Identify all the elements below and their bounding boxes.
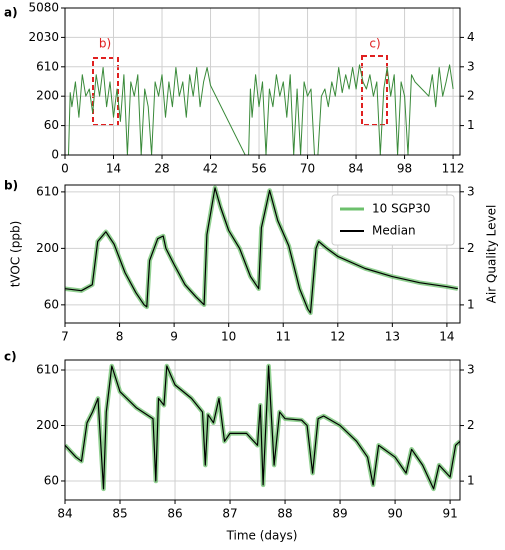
y-tick-label: 5080	[28, 1, 59, 15]
series-line	[65, 64, 454, 155]
legend-label: Median	[372, 224, 416, 238]
x-tick-label: 85	[112, 507, 127, 521]
x-tick-label: 84	[57, 507, 72, 521]
legend-label: 10 SGP30	[372, 202, 431, 216]
x-tick-label: 8	[116, 330, 124, 344]
y-tick-label: 200	[36, 89, 59, 103]
x-tick-label: 56	[251, 162, 266, 176]
y-axis-title: tVOC (ppb)	[9, 221, 23, 288]
x-tick-label: 11	[276, 330, 291, 344]
x-tick-label: 112	[442, 162, 465, 176]
y-tick-label: 200	[36, 418, 59, 432]
x-tick-label: 12	[330, 330, 345, 344]
x-tick-label: 89	[332, 507, 347, 521]
y2-tick-label: 2	[467, 241, 475, 255]
y2-tick-label: 1	[467, 474, 475, 488]
x-tick-label: 10	[221, 330, 236, 344]
y-tick-label: 610	[36, 59, 59, 73]
series-line	[65, 365, 460, 490]
highlight-box	[361, 55, 388, 126]
x-tick-label: 14	[106, 162, 121, 176]
x-tick-label: 13	[385, 330, 400, 344]
annotation: b)	[99, 37, 111, 51]
x-tick-label: 98	[397, 162, 412, 176]
plot-frame	[64, 359, 461, 501]
x-tick-label: 14	[439, 330, 454, 344]
x-tick-label: 9	[170, 330, 178, 344]
y2-tick-label: 4	[467, 30, 475, 44]
y-tick-label: 200	[36, 241, 59, 255]
y2-tick-label: 2	[467, 418, 475, 432]
x-tick-label: 86	[167, 507, 182, 521]
x-axis-title: Time (days)	[226, 529, 298, 543]
x-tick-label: 28	[154, 162, 169, 176]
y2-tick-label: 1	[467, 118, 475, 132]
y2-tick-label: 2	[467, 89, 475, 103]
y2-tick-label: 3	[467, 363, 475, 377]
plot-frame	[64, 184, 461, 324]
y-tick-label: 0	[51, 148, 59, 162]
y2-axis-title: Air Quality Level	[485, 205, 499, 304]
x-tick-label: 7	[61, 330, 69, 344]
y-tick-label: 60	[44, 473, 59, 487]
panel-label: b)	[4, 179, 18, 193]
y-tick-label: 2030	[28, 30, 59, 44]
y2-tick-label: 1	[467, 297, 475, 311]
highlight-box	[92, 57, 119, 126]
x-tick-label: 70	[300, 162, 315, 176]
x-tick-label: 42	[203, 162, 218, 176]
y-tick-label: 610	[36, 184, 59, 198]
x-tick-label: 84	[348, 162, 363, 176]
panel-label: c)	[4, 350, 17, 364]
plot-frame	[64, 7, 461, 156]
x-tick-label: 90	[387, 507, 402, 521]
panel-label: a)	[4, 6, 18, 20]
x-tick-label: 88	[277, 507, 292, 521]
annotation: c)	[369, 37, 380, 51]
y-tick-label: 60	[44, 297, 59, 311]
y2-tick-label: 3	[467, 59, 475, 73]
y-tick-label: 610	[36, 363, 59, 377]
x-tick-label: 91	[442, 507, 457, 521]
y2-tick-label: 3	[467, 184, 475, 198]
series-line	[65, 187, 458, 314]
x-tick-label: 87	[222, 507, 237, 521]
y-tick-label: 60	[44, 118, 59, 132]
x-tick-label: 0	[61, 162, 69, 176]
